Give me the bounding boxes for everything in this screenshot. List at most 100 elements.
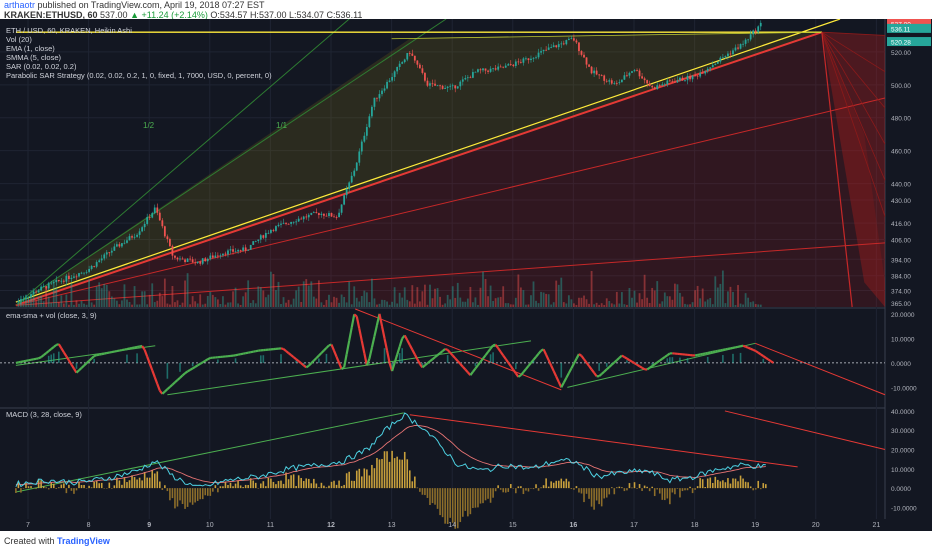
macd-hist-146 [383,451,386,489]
macd-hist-67 [184,488,186,509]
chart-area[interactable]: 374.00 384.00 394.00 406.00 416.00 430.00 440.… [0,18,932,531]
volume-bar-219 [570,299,573,307]
price-axis: 374.00 384.00 394.00 406.00 416.00 430.00 440.… [886,18,932,519]
candle-body-198 [517,61,520,63]
macd-hist-151 [396,456,398,489]
volume-bar-41 [121,300,123,307]
candle-body-117 [312,212,315,213]
osc-seg-199 [517,374,522,378]
volume-bar-244 [633,290,636,307]
osc-seg-69 [189,367,194,371]
macd-hist-101 [270,478,272,489]
candle-body-118 [315,212,318,214]
macd-hist-287 [739,475,742,489]
osc-seg-36 [106,351,110,355]
macd-hist-186 [484,488,487,501]
candle-body-86 [234,251,237,253]
osc-seg-116 [307,362,313,367]
candle-body-36 [108,252,111,254]
volume-bar-12 [47,296,50,307]
macd-hist-17 [58,487,60,489]
osc-seg-287 [740,344,744,348]
candle-body-58 [163,226,166,237]
macd-hist-54 [151,470,154,489]
osc-seg-246 [636,363,641,368]
macd-hist-104 [277,481,280,489]
volume-bar-145 [383,300,386,307]
osc-seg-231 [598,373,603,378]
osc-tick-0: 20.0000 [891,312,915,319]
time-tick-10: 10 [206,522,214,529]
tradingview-brand[interactable]: TradingView [57,536,110,546]
macd-hist-226 [585,488,588,494]
macd-hist-183 [477,488,479,508]
osc-seg-154 [403,334,409,341]
osc-seg-243 [628,359,633,363]
fan-ray-0 [821,31,886,36]
macd-hist-176 [459,488,462,523]
macd-hist-267 [689,486,691,489]
macd-hist-76 [206,488,209,496]
volume-bar-186 [487,296,489,307]
macd-hist-153 [401,459,404,489]
candle-body-175 [459,81,462,87]
osc-seg-34 [101,352,105,356]
candle-body-74 [204,258,207,262]
volume-bar-149 [393,287,396,307]
osc-seg-276 [712,350,716,353]
osc-vol-286 [739,352,742,363]
candle-body-151 [398,63,401,68]
candle-body-64 [179,258,181,260]
volume-bar-280 [724,303,727,307]
macd-hist-260 [671,488,674,493]
red-fan-low [15,242,886,306]
chart-svg[interactable]: 374.00 384.00 394.00 406.00 416.00 430.00 440.… [0,18,932,531]
osc-vol-283 [732,353,734,363]
candle-body-82 [224,253,227,255]
macd-hist-127 [335,484,338,489]
macd-hist-110 [292,474,295,489]
volume-bar-86 [234,287,237,307]
volume-bar-158 [416,287,419,307]
osc-seg-142 [373,324,379,337]
osc-seg-210 [545,354,550,361]
publish-text: published on TradingView.com, April 19, … [37,0,265,10]
candle-body-191 [499,66,502,68]
macd-hist-199 [517,486,520,489]
volume-bar-171 [449,299,452,307]
osc-seg-136 [358,328,363,342]
fan-ray-5 [821,32,886,217]
volume-bar-110 [295,290,298,307]
time-tick-8: 8 [87,522,91,529]
macd-hist-131 [345,473,348,489]
author-link[interactable]: arthaotr [4,0,36,10]
macd-hist-290 [747,482,749,489]
fan-ray-4 [821,32,886,181]
candle-body-94 [254,241,257,242]
volume-bar-160 [421,291,424,307]
osc-seg-297 [765,356,769,361]
volume-bar-260 [674,283,676,307]
macd-hist-42 [121,484,123,489]
osc-vol-258 [669,357,671,363]
volume-bar-83 [227,302,229,307]
candle-body-179 [469,77,472,79]
candle-body-145 [383,88,386,91]
candle-body-102 [275,226,277,231]
macd-hist-245 [633,482,636,489]
volume-bar-292 [754,304,757,307]
osc-seg-105 [280,347,284,351]
volume-bar-78 [214,297,217,307]
osc-vol-86 [234,358,237,363]
volume-bar-26 [83,303,85,307]
macd-hist-81 [219,486,222,489]
volume-bar-82 [224,304,227,307]
macd-hist-217 [563,481,565,489]
osc-seg-52 [146,356,151,364]
osc-vol-23 [75,362,78,369]
osc-seg-129 [341,366,345,370]
osc-seg-133 [350,314,356,328]
candle-body-41 [121,243,123,247]
volume-bar-65 [181,302,184,307]
macd-hist-85 [229,482,232,489]
